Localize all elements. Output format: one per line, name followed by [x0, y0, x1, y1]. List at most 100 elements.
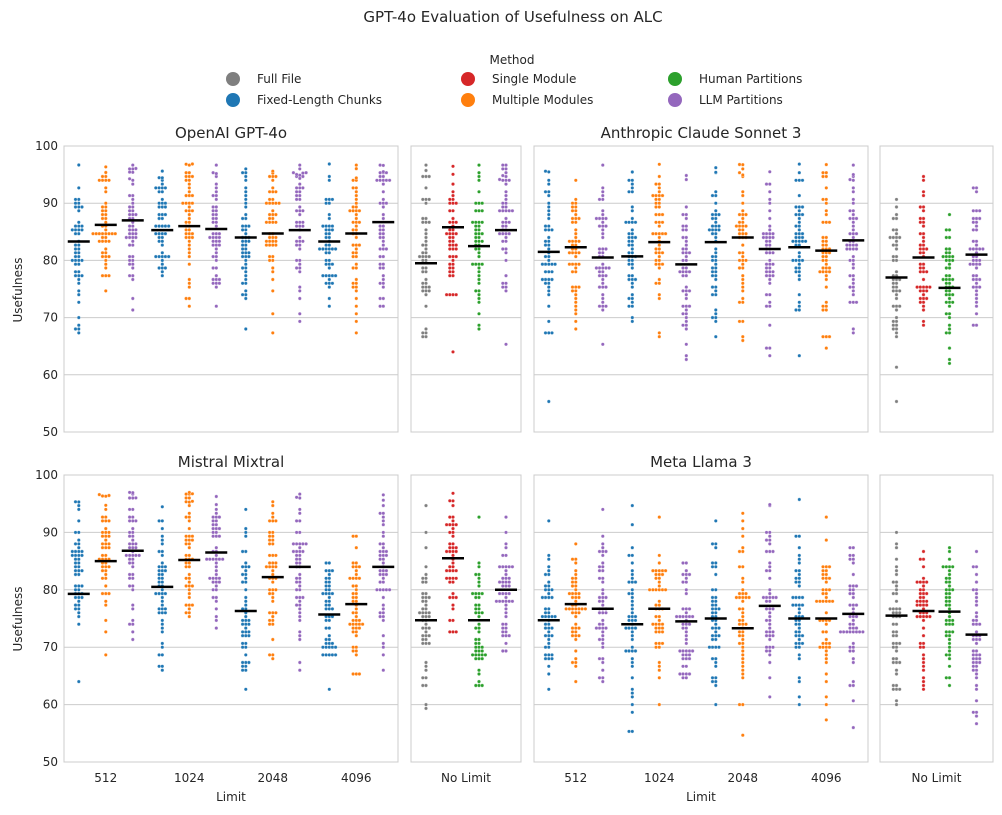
swarm-llm-2048-point: [294, 193, 299, 198]
swarm-human-nolimit-point: [947, 266, 952, 270]
swarm-single-nolimit-point: [451, 216, 455, 221]
swarm-llm-512-point: [600, 561, 605, 565]
swarm-llm-1024-point: [214, 568, 219, 573]
swarm-human-nolimit-point: [947, 258, 952, 263]
swarm-fixed-1024-point: [160, 186, 165, 190]
swarm-llm-nolimit-point: [504, 231, 508, 236]
swarm-multiple-1024-point: [184, 228, 188, 232]
swarm-multiple-512-point: [103, 186, 108, 190]
swarm-single-nolimit-point: [451, 591, 455, 596]
swarm-fixed-4096-point: [327, 304, 332, 309]
swarm-llm-nolimit-point: [500, 649, 505, 653]
swarm-fixed-4096-point: [794, 534, 798, 539]
swarm-full-nolimit-point: [894, 641, 899, 646]
swarm-multiple-512-point: [573, 633, 578, 638]
swarm-fixed-1024-point: [160, 235, 165, 240]
swarm-llm-1024-point: [214, 580, 219, 584]
swarm-single-nolimit-point: [918, 580, 923, 584]
swarm-llm-nolimit-point: [500, 220, 505, 225]
swarm-fixed-2048-point: [243, 216, 248, 221]
swarm-single-nolimit-point: [451, 576, 455, 581]
swarm-fixed-1024-point: [160, 231, 165, 236]
swarm-fixed-1024-point: [157, 201, 161, 206]
swarm-llm-2048-point: [297, 603, 302, 607]
swarm-fixed-4096-point: [330, 645, 335, 650]
swarm-human-nolimit-point: [473, 224, 478, 228]
swarm-llm-1024-point: [681, 607, 685, 611]
swarm-llm-nolimit-point: [500, 167, 505, 171]
swarm-llm-512-point: [134, 166, 138, 171]
y-tick-label: 50: [43, 755, 58, 769]
swarm-llm-2048-point: [291, 542, 296, 546]
swarm-llm-2048-point: [764, 649, 769, 653]
swarm-single-nolimit-point: [451, 239, 455, 244]
swarm-llm-2048-point: [767, 534, 772, 539]
swarm-multiple-512-point: [100, 273, 105, 278]
swarm-llm-4096-point: [375, 178, 379, 183]
swarm-multiple-512-point: [573, 197, 578, 202]
swarm-llm-512-point: [127, 542, 132, 546]
swarm-human-nolimit-point: [477, 572, 481, 577]
swarm-llm-1024-point: [681, 656, 685, 661]
swarm-llm-nolimit-point: [974, 247, 979, 251]
swarm-llm-4096-point: [381, 296, 386, 301]
limited-axes-frame: [533, 145, 869, 433]
swarm-llm-nolimit-point: [504, 235, 508, 240]
swarm-llm-512-point: [130, 561, 135, 565]
swarm-llm-1024-point: [214, 494, 219, 499]
swarm-llm-4096-point: [851, 327, 856, 331]
swarm-fixed-1024-point: [630, 205, 635, 209]
swarm-single-nolimit-point: [447, 266, 452, 270]
swarm-fixed-4096-point: [330, 641, 335, 646]
swarm-fixed-1024-point: [163, 610, 168, 615]
swarm-fixed-512-point: [540, 595, 545, 600]
swarm-fixed-1024-point: [630, 645, 635, 650]
swarm-fixed-2048-point: [240, 228, 245, 232]
swarm-fixed-4096-point: [797, 220, 802, 225]
swarm-single-nolimit-point: [451, 530, 455, 535]
swarm-llm-4096-point: [851, 197, 856, 202]
swarm-full-nolimit-point: [420, 580, 425, 584]
swarm-full-nolimit-point: [891, 660, 896, 665]
swarm-single-nolimit-point: [921, 239, 926, 244]
y-tick-label: 80: [43, 583, 58, 597]
swarm-single-nolimit-point: [451, 519, 455, 523]
swarm-llm-1024-point: [681, 250, 685, 255]
swarm-fixed-2048-point: [240, 622, 245, 627]
swarm-fixed-512-point: [76, 595, 81, 600]
swarm-llm-nolimit-point: [504, 289, 508, 293]
swarm-llm-512-point: [130, 201, 135, 206]
swarm-fixed-2048-point: [243, 526, 248, 531]
swarm-llm-4096-point: [851, 595, 856, 600]
swarm-fixed-512-point: [73, 530, 78, 535]
swarm-human-nolimit-point: [473, 683, 478, 688]
swarm-fixed-512-point: [546, 584, 551, 588]
swarm-llm-4096-point: [848, 300, 852, 305]
swarm-llm-512-point: [130, 167, 135, 171]
swarm-multiple-1024-point: [187, 500, 192, 504]
swarm-fixed-1024-point: [630, 231, 635, 236]
swarm-fixed-2048-point: [243, 633, 248, 638]
swarm-llm-nolimit-point: [974, 630, 979, 634]
swarm-multiple-512-point: [103, 201, 108, 206]
swarm-llm-2048-point: [767, 189, 772, 194]
swarm-fixed-4096-point: [800, 205, 805, 209]
swarm-llm-512-point: [597, 224, 602, 228]
swarm-multiple-1024-point: [657, 660, 662, 665]
swarm-full-nolimit-point: [888, 235, 892, 240]
swarm-llm-2048-point: [297, 599, 302, 604]
swarm-llm-4096-point: [851, 289, 856, 293]
swarm-fixed-512-point: [550, 614, 554, 619]
swarm-fixed-2048-point: [713, 273, 718, 278]
swarm-fixed-2048-point: [710, 292, 715, 297]
swarm-fixed-2048-point: [717, 228, 721, 232]
swarm-multiple-512-point: [570, 633, 575, 638]
swarm-single-nolimit-point: [921, 687, 926, 692]
swarm-llm-nolimit-point: [497, 208, 502, 213]
swarm-multiple-2048-point: [737, 633, 742, 638]
swarm-llm-nolimit-point: [974, 186, 979, 190]
swarm-single-nolimit-point: [918, 645, 923, 650]
swarm-fixed-4096-point: [327, 231, 332, 236]
swarm-human-nolimit-point: [947, 281, 952, 286]
swarm-fixed-2048-point: [713, 702, 718, 707]
